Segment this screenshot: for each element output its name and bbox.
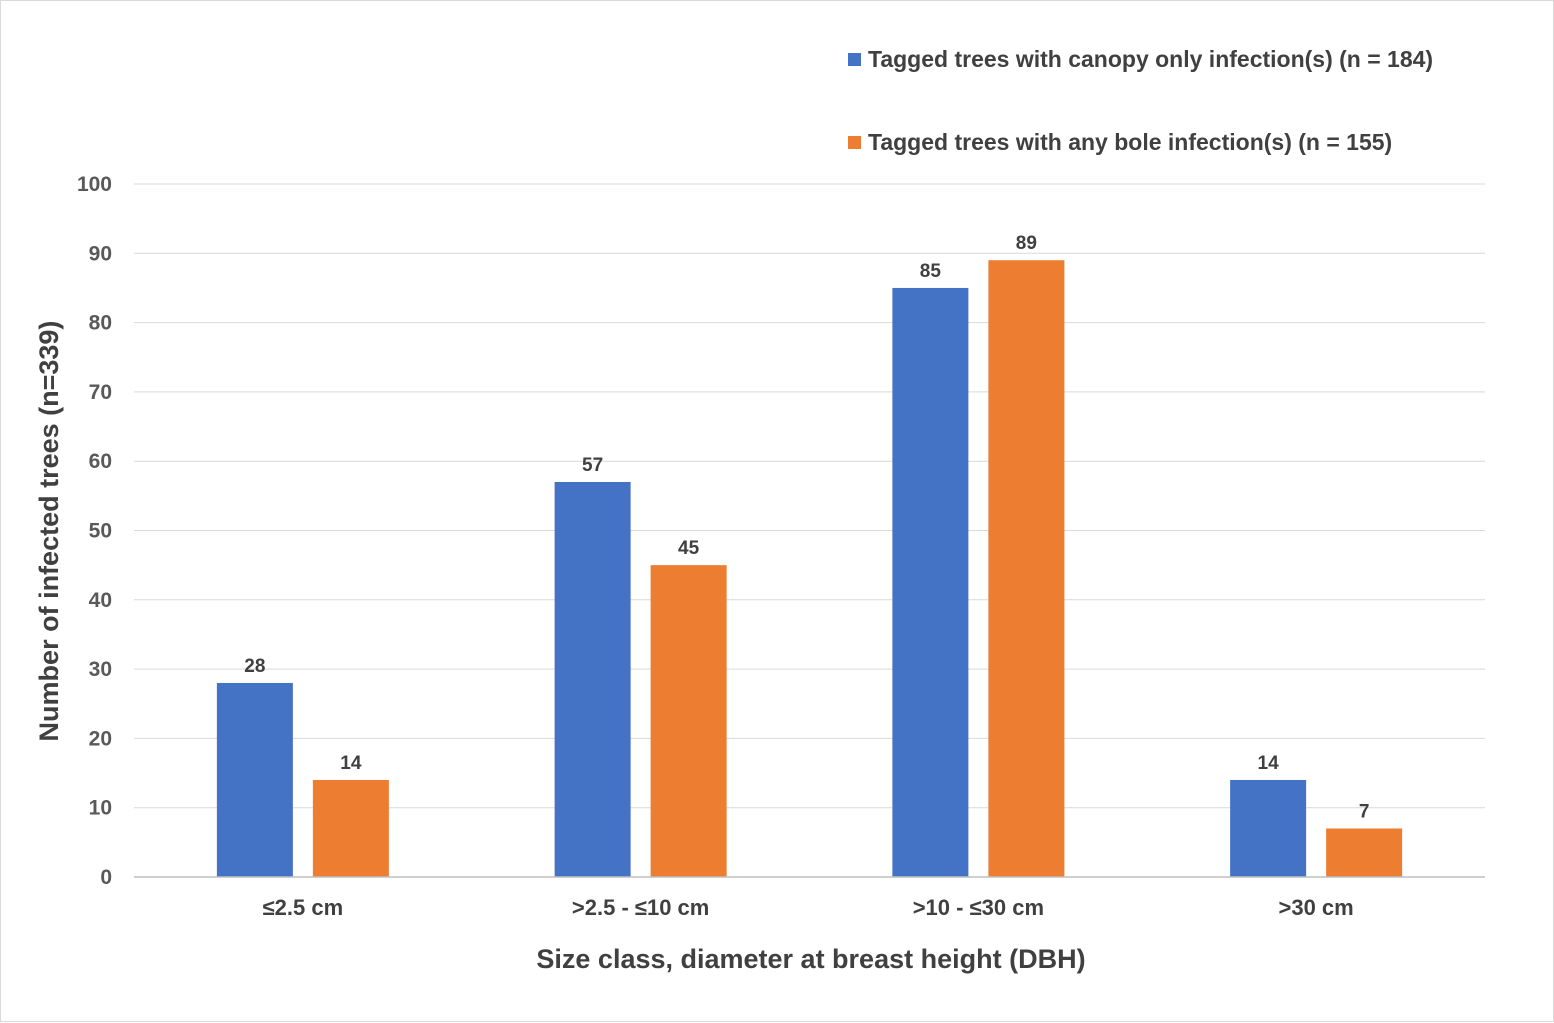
bar-series0-cat3 [1230,779,1307,877]
y-tick-label-0: 0 [100,866,112,889]
data-label-series1-cat1: 45 [678,538,700,559]
data-label-series0-cat1: 57 [582,455,603,476]
y-tick-label-10: 10 [89,797,112,820]
legend-swatch-bole [848,136,861,149]
y-tick-label-20: 20 [89,727,112,750]
bar-series1-cat3 [1326,828,1403,877]
bar-series1-cat0 [312,779,389,877]
bar-series1-cat2 [988,260,1065,878]
data-label-series0-cat2: 85 [920,261,942,282]
bar-series0-cat0 [216,682,293,877]
x-axis-title: Size class, diameter at breast height (D… [536,944,1085,974]
legend-label-bole: Tagged trees with any bole infection(s) … [868,129,1392,155]
gridlines [134,183,1485,809]
x-axis-categories: ≤2.5 cm >2.5 - ≤10 cm >10 - ≤30 cm >30 cm [263,895,1354,920]
bar-series1-cat1 [650,565,727,877]
legend: Tagged trees with canopy only infection(… [848,46,1433,155]
y-tick-label-100: 100 [77,173,112,196]
data-label-series1-cat2: 89 [1016,233,1037,254]
bar-series0-cat2 [892,287,969,877]
y-tick-label-50: 50 [89,520,112,543]
data-label-series0-cat3: 14 [1258,753,1280,774]
legend-swatch-canopy [848,53,861,66]
y-tick-label-40: 40 [89,589,112,612]
data-label-series1-cat3: 7 [1359,801,1370,822]
bar-series0-cat1 [554,481,631,877]
data-label-series1-cat0: 14 [340,753,362,774]
y-tick-label-70: 70 [89,381,112,404]
x-category-label-0: ≤2.5 cm [263,895,344,920]
bars [216,260,1403,878]
legend-label-canopy: Tagged trees with canopy only infection(… [868,46,1433,72]
x-category-label-2: >10 - ≤30 cm [913,895,1044,920]
y-axis-ticks: 0 10 20 30 40 50 60 70 80 90 100 [77,173,112,889]
y-axis-title: Number of infected trees (n=339) [34,321,64,742]
data-label-series0-cat0: 28 [244,656,265,677]
y-tick-label-60: 60 [89,450,112,473]
x-category-label-1: >2.5 - ≤10 cm [572,895,709,920]
data-labels: 28 14 57 45 85 89 14 7 [244,233,1369,822]
y-tick-label-80: 80 [89,312,112,335]
y-tick-label-90: 90 [89,242,112,265]
x-category-label-3: >30 cm [1279,895,1354,920]
y-tick-label-30: 30 [89,658,112,681]
